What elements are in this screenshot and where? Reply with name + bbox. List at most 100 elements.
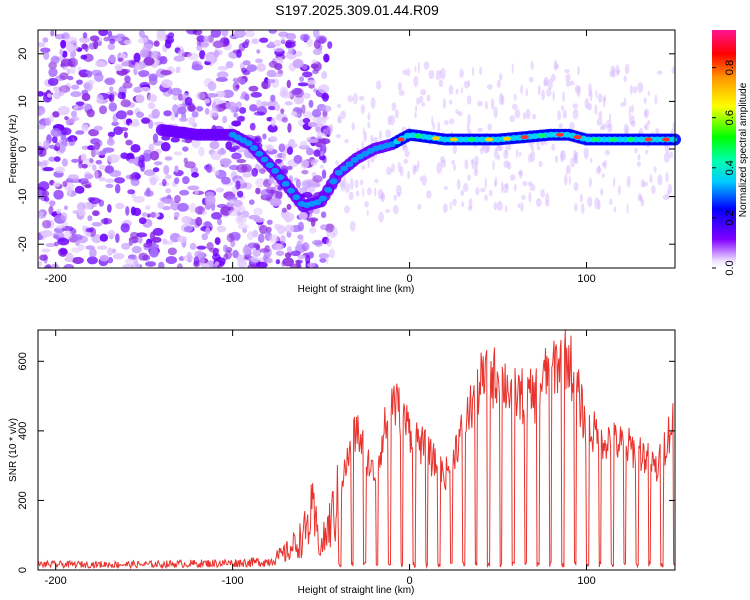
spectrogram-cell bbox=[301, 92, 311, 99]
spectrogram-cell bbox=[177, 202, 189, 212]
spectrogram-cell bbox=[236, 190, 244, 198]
spectrogram-cell bbox=[623, 75, 627, 83]
spectrogram-cell bbox=[76, 79, 83, 85]
x-tick-label: -100 bbox=[222, 273, 244, 285]
spectrogram-cell bbox=[71, 233, 83, 241]
spectrogram-cell bbox=[191, 110, 199, 118]
spectrogram-cell bbox=[601, 161, 606, 168]
spectrogram-cell bbox=[143, 169, 156, 176]
spectrogram-cell bbox=[596, 118, 603, 126]
spectrogram-cell bbox=[308, 99, 314, 109]
spectrogram-cell bbox=[134, 61, 140, 72]
spectrogram-cell bbox=[80, 54, 88, 60]
spectrogram-cell bbox=[306, 217, 319, 223]
spectrogram-cell bbox=[228, 209, 240, 217]
spectrogram-cell bbox=[204, 195, 216, 206]
spectrogram-cell bbox=[105, 178, 115, 184]
spectrogram-cell bbox=[60, 212, 68, 221]
spectrogram-cell bbox=[104, 77, 116, 86]
signal-track-peak bbox=[520, 135, 529, 140]
spectrogram-cell bbox=[568, 175, 571, 186]
signal-track-peak bbox=[432, 136, 441, 141]
spectrogram-cell bbox=[53, 234, 60, 240]
spectrogram-cell bbox=[92, 210, 100, 217]
spectrogram-cell bbox=[291, 111, 298, 116]
spectrogram-cell bbox=[449, 201, 452, 211]
spectrogram-cell bbox=[147, 93, 157, 103]
spectrogram-cell bbox=[449, 99, 453, 105]
spectrogram-cell bbox=[599, 188, 604, 196]
spectrogram-cell bbox=[195, 105, 204, 112]
spectrogram-cell bbox=[242, 171, 252, 178]
spectrogram-cell bbox=[173, 151, 183, 156]
spectrogram-cell bbox=[467, 174, 471, 181]
spectrogram-cell bbox=[651, 185, 656, 194]
spectrogram-cell bbox=[311, 108, 322, 118]
spectrogram-cell bbox=[459, 68, 464, 78]
spectrogram-cell bbox=[577, 65, 580, 76]
spectrogram-cell bbox=[246, 64, 257, 72]
spectrogram-cell bbox=[236, 159, 247, 164]
spectrogram-cell bbox=[134, 173, 142, 180]
spectrogram-cell bbox=[107, 30, 113, 37]
spectrogram-cell bbox=[386, 166, 392, 176]
spectrogram-cell bbox=[268, 234, 279, 243]
spectrogram-cell bbox=[160, 79, 173, 89]
snr-y-label: SNR (10 * v/v) bbox=[8, 418, 19, 482]
spectrogram-cell bbox=[551, 143, 556, 151]
spectrogram-cell bbox=[214, 237, 221, 245]
spectrogram-cell bbox=[323, 53, 330, 63]
spectrogram-cell bbox=[440, 67, 446, 80]
spectrogram-cell bbox=[643, 108, 649, 119]
spectrogram-cell bbox=[210, 107, 219, 117]
spectrogram-cell bbox=[576, 86, 581, 98]
spectrogram-cell bbox=[183, 157, 188, 164]
spectrogram-cell bbox=[106, 138, 115, 146]
spectrogram-cell bbox=[217, 65, 229, 71]
spectrogram-cell bbox=[484, 177, 487, 189]
spectrogram-cell bbox=[136, 111, 145, 118]
spectrogram-cell bbox=[484, 194, 488, 201]
spectrogram-cell bbox=[630, 120, 636, 127]
spectrogram-cell bbox=[624, 63, 630, 75]
spectrogram-cell bbox=[286, 246, 292, 252]
spectrogram-cell bbox=[215, 187, 225, 193]
spectrogram-cell bbox=[99, 105, 108, 115]
spectrogram-cell bbox=[359, 179, 364, 186]
signal-track-peak bbox=[485, 137, 494, 142]
signal-track-peak bbox=[467, 137, 476, 142]
spectrogram-cell bbox=[141, 212, 148, 217]
spectrogram-cell bbox=[74, 185, 85, 194]
spectrogram-signal-track bbox=[155, 123, 681, 213]
spectrogram-cell bbox=[231, 152, 242, 160]
spectrogram-cell bbox=[597, 164, 601, 173]
spectrogram-cell bbox=[43, 196, 50, 202]
spectrogram-cell bbox=[223, 253, 229, 261]
spectrogram-cell bbox=[505, 205, 508, 213]
spectrogram-cell bbox=[295, 178, 301, 189]
spectrogram-cell bbox=[455, 88, 459, 95]
spectrogram-cell bbox=[84, 173, 94, 179]
spectrogram-cell bbox=[54, 166, 66, 174]
spectrogram-cell bbox=[349, 178, 354, 190]
spectrogram-cell bbox=[599, 125, 605, 131]
spectrogram-cell bbox=[75, 241, 80, 247]
spectrogram-cell bbox=[470, 159, 474, 165]
spectrogram-cell bbox=[86, 79, 95, 85]
signal-track-core bbox=[265, 162, 274, 169]
spectrogram-cell bbox=[207, 81, 217, 92]
spectrogram-cell bbox=[666, 189, 670, 200]
spectrogram-cell bbox=[96, 94, 104, 103]
signal-track-core bbox=[345, 161, 354, 168]
spectrogram-cell bbox=[403, 158, 409, 165]
spectrogram-cell bbox=[111, 121, 119, 127]
signal-track-core bbox=[255, 150, 264, 157]
spectrogram-cell bbox=[228, 124, 234, 130]
spectrogram-cell bbox=[374, 187, 377, 197]
spectrogram-x-axis: -200 -100 0 100 bbox=[45, 30, 596, 285]
spectrogram-cell bbox=[275, 158, 283, 163]
spectrogram-cell bbox=[284, 41, 296, 48]
spectrogram-cell bbox=[255, 261, 268, 268]
snr-x-label: Height of straight line (km) bbox=[298, 585, 415, 596]
spectrogram-cell bbox=[352, 92, 358, 105]
